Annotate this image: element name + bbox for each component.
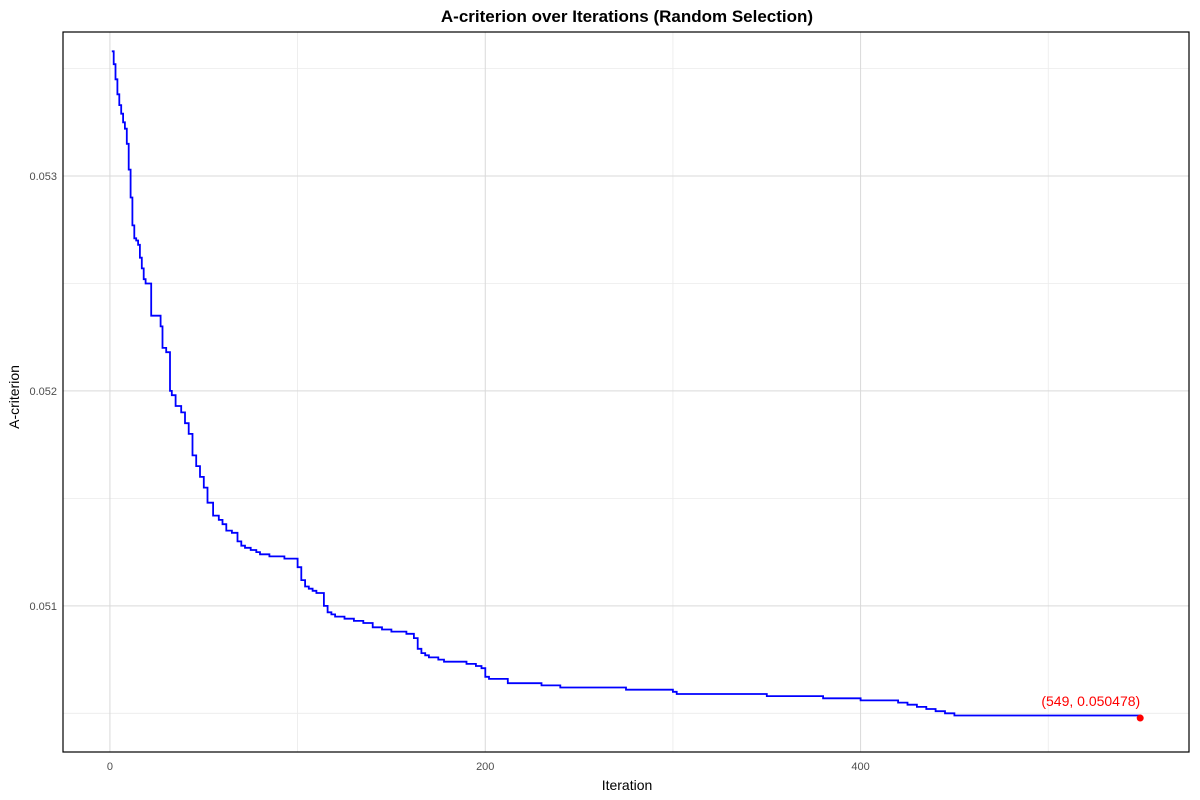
series-line: [111, 50, 1142, 718]
y-axis-ticks: 0.051 0.052 0.053: [29, 171, 57, 613]
x-tick-label: 400: [851, 761, 869, 773]
x-tick-label: 200: [476, 761, 494, 773]
final-point-label: (549, 0.050478): [1041, 693, 1140, 709]
major-gridlines: [63, 32, 1189, 752]
chart-title: A-criterion over Iterations (Random Sele…: [441, 7, 813, 26]
x-axis-title: Iteration: [602, 777, 653, 793]
minor-gridlines: [63, 32, 1189, 752]
series-layer: [111, 50, 1142, 718]
y-axis-title: A-criterion: [6, 365, 22, 429]
x-tick-label: 0: [107, 761, 113, 773]
final-point-marker: [1136, 714, 1144, 722]
y-tick-label: 0.053: [29, 171, 57, 183]
x-axis-ticks: 0 200 400: [107, 761, 870, 773]
annotation-layer: (549, 0.050478): [1041, 693, 1144, 722]
y-tick-label: 0.052: [29, 386, 57, 398]
y-tick-label: 0.051: [29, 601, 57, 613]
plot-panel-border: [62, 31, 1190, 753]
